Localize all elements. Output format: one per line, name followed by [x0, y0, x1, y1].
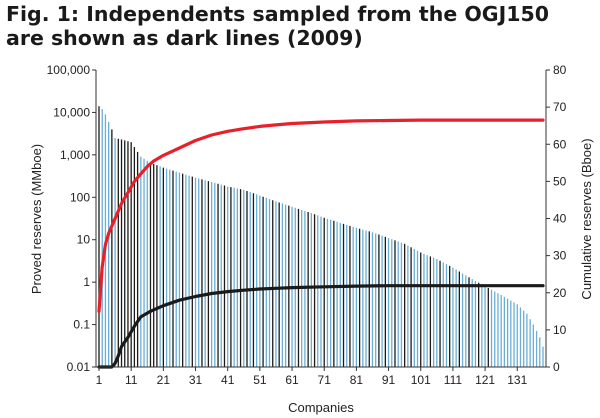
title-line-2: are shown as dark lines (2009): [6, 26, 363, 50]
line-layer: [97, 118, 545, 369]
bar-layer: [98, 106, 544, 367]
x-tick-label: 11: [125, 373, 138, 387]
y-axis-right-label: Cumulative reserves (Bboe): [579, 138, 594, 299]
y-left-tick-label: 100: [70, 190, 90, 204]
y-left-tick-label: 10,000: [53, 105, 90, 119]
y-left-tick-label: 1,000: [60, 148, 90, 162]
y-left-tick-label: 0.01: [67, 360, 91, 374]
y-left-tick-label: 100,000: [47, 63, 91, 77]
y-right-tick-label: 60: [553, 137, 567, 151]
y-right-tick-label: 70: [553, 100, 567, 114]
series-line-black: [97, 284, 545, 369]
y-right-tick-label: 50: [553, 174, 567, 188]
x-tick-label: 71: [318, 373, 332, 387]
y-axis-left-label: Proved reserves (MMboe): [29, 144, 44, 294]
y-right-tick-label: 20: [553, 286, 567, 300]
y-left-tick-label: 1: [83, 275, 90, 289]
x-tick-label: 31: [189, 373, 203, 387]
x-tick-label: 131: [507, 373, 527, 387]
x-tick-label: 51: [253, 373, 267, 387]
title-line-1: Fig. 1: Independents sampled from the OG…: [6, 2, 550, 26]
x-tick-label: 91: [382, 373, 396, 387]
axes-layer: 0.01 0.1 1 10 100 1,000 10,000 100,000 0 10 20 30 40…: [47, 63, 567, 387]
x-tick-label: 81: [350, 373, 364, 387]
y-left-tick-label: 0.1: [73, 318, 90, 332]
y-right-tick-label: 30: [553, 249, 567, 263]
x-tick-label: 21: [157, 373, 171, 387]
x-tick-label: 41: [221, 373, 235, 387]
y-right-tick-label: 80: [553, 63, 567, 77]
x-tick-label: 111: [444, 373, 463, 387]
x-axis-label: Companies: [288, 400, 354, 415]
x-tick-label: 1: [96, 373, 103, 387]
series-line-red: [97, 118, 545, 313]
chart-title: Fig. 1: Independents sampled from the OG…: [6, 2, 596, 50]
y-right-tick-label: 10: [553, 323, 567, 337]
y-right-tick-label: 0: [553, 360, 560, 374]
x-tick-label: 61: [285, 373, 299, 387]
y-right-tick-label: 40: [553, 212, 567, 226]
y-left-tick-label: 10: [77, 233, 91, 247]
x-tick-label: 101: [411, 373, 431, 387]
x-tick-label: 121: [475, 373, 495, 387]
